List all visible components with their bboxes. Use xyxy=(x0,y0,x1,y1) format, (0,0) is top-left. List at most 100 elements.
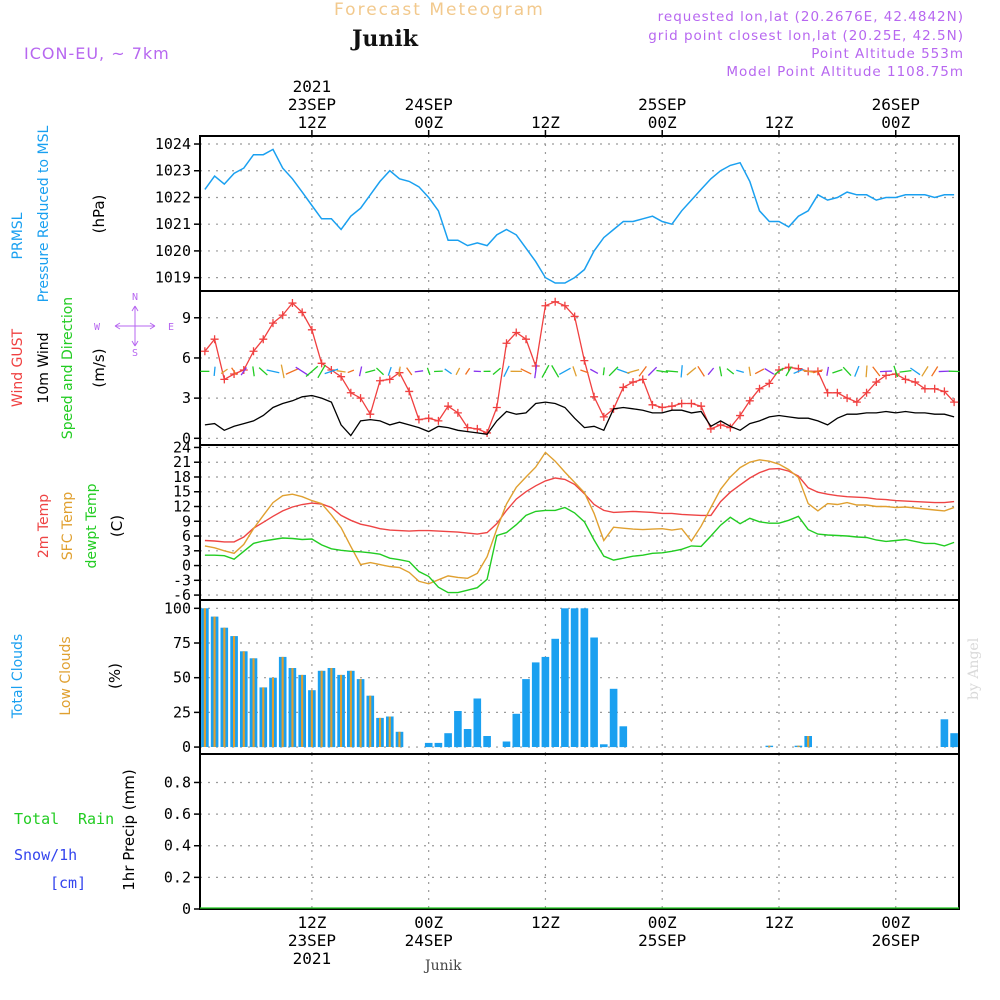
y-tick-label: 1023 xyxy=(155,162,191,180)
gust-marker xyxy=(424,414,433,423)
low-cloud-bar xyxy=(242,651,245,747)
point-altitude: Point Altitude 553m xyxy=(811,46,964,62)
y-tick-label: 0 xyxy=(182,738,191,756)
wind-arrow xyxy=(899,369,912,373)
low-cloud-bar xyxy=(340,674,343,747)
gust-marker xyxy=(697,402,706,411)
low-clouds-label: Low Clouds xyxy=(58,636,74,715)
top-time-label: 00Z xyxy=(648,113,677,132)
wind-arrow xyxy=(426,367,431,376)
dewpoint-label: dewpt Temp xyxy=(84,483,100,568)
wind-arrow xyxy=(812,369,823,374)
compass-west: W xyxy=(94,322,101,333)
wind-label: 10m Wind xyxy=(36,332,52,403)
gust-marker xyxy=(346,388,355,397)
low-cloud-bar xyxy=(281,656,284,748)
wind-arrow xyxy=(872,366,881,377)
wind-arrow xyxy=(213,366,216,377)
wind-arrow xyxy=(865,365,868,378)
gust-marker xyxy=(862,388,871,397)
gust-marker xyxy=(745,396,754,405)
y-tick-label: 0.4 xyxy=(164,837,191,855)
total-cloud-bar xyxy=(570,608,579,747)
total-cloud-bar xyxy=(424,742,433,748)
total-cloud-bar xyxy=(454,711,462,748)
wind-arrow xyxy=(231,367,238,376)
y-tick-label: 1024 xyxy=(155,135,191,153)
total-cloud-bar xyxy=(940,719,949,747)
y-tick-label: 25 xyxy=(173,703,191,721)
total-cloud-bar xyxy=(434,742,443,748)
gust-marker xyxy=(463,423,472,432)
total-cloud-bar xyxy=(502,741,511,747)
gust-marker xyxy=(950,398,959,407)
prmsl-label: PRMSL xyxy=(10,212,26,259)
low-cloud-bar xyxy=(359,679,362,748)
wind-arrow xyxy=(220,368,228,375)
low-cloud-bar xyxy=(291,668,294,748)
top-time-label: 26SEP xyxy=(872,95,920,114)
low-cloud-bar xyxy=(262,687,265,748)
y-tick-label: 1020 xyxy=(155,242,191,260)
low-cloud-bar xyxy=(388,716,391,747)
y-tick-label: 15 xyxy=(173,483,191,501)
total-cloud-bar xyxy=(619,726,628,748)
wind-arrow xyxy=(774,367,784,376)
gust-marker xyxy=(356,394,365,403)
low-cloud-bar xyxy=(310,690,313,748)
gust-marker xyxy=(716,420,725,429)
total-cloud-bar xyxy=(541,656,550,748)
gust-marker xyxy=(677,399,686,408)
wind-arrow xyxy=(541,364,550,378)
wind-arrow xyxy=(665,370,679,373)
top-time-label: 25SEP xyxy=(638,95,686,114)
chart-subtitle: Forecast Meteogram xyxy=(334,0,545,20)
low-cloud-bar xyxy=(203,608,206,747)
wind-arrow xyxy=(266,369,280,374)
y-tick-label: 12 xyxy=(173,498,191,516)
y-tick-label: 18 xyxy=(173,468,191,486)
wind-arrow xyxy=(358,366,363,377)
y-tick-label: 21 xyxy=(173,453,191,471)
low-cloud-bar xyxy=(233,636,236,748)
wind-arrow xyxy=(748,366,752,377)
wind-arrow xyxy=(336,370,346,373)
wind-arrow xyxy=(444,368,452,375)
wind-arrow xyxy=(503,365,510,378)
gust-marker xyxy=(736,411,745,420)
model-label: ICON-EU, ~ 7km xyxy=(24,44,170,63)
total-cloud-bar xyxy=(609,688,618,748)
y-tick-label: 6 xyxy=(182,527,191,545)
grid-point-coordinates: grid point closest lon,lat (20.25E, 42.5… xyxy=(648,28,964,44)
snow-unit: [cm] xyxy=(50,874,86,892)
total-cloud-bar xyxy=(473,698,482,748)
top-time-label: 00Z xyxy=(881,113,910,132)
low-cloud-bar xyxy=(223,627,226,747)
gust-marker xyxy=(755,384,764,393)
total-label: Total xyxy=(14,810,59,828)
wind-speed-line xyxy=(204,394,955,437)
y-tick-label: 0.2 xyxy=(164,868,191,886)
y-tick-label: -6 xyxy=(173,586,191,604)
gust-marker xyxy=(307,325,316,334)
low-cloud-bar xyxy=(369,695,372,747)
gust-marker xyxy=(541,301,550,310)
clouds-unit: (%) xyxy=(106,663,124,689)
panel-frame xyxy=(199,753,960,910)
wind-arrow xyxy=(638,366,647,377)
wind-arrow xyxy=(580,369,589,374)
y-tick-label: 0.8 xyxy=(164,773,191,791)
wind-arrow xyxy=(534,364,538,379)
gust-marker xyxy=(843,394,852,403)
gust-marker xyxy=(298,308,307,317)
gust-marker xyxy=(901,375,910,384)
wind-arrow xyxy=(921,366,929,377)
wind-arrow xyxy=(589,368,599,375)
low-cloud-bar xyxy=(271,677,274,748)
bottom-time-label: 00Z xyxy=(648,913,677,932)
compass-north: N xyxy=(132,292,138,303)
wind-arrow xyxy=(879,370,893,373)
gust-marker xyxy=(210,335,219,344)
top-time-label: 00Z xyxy=(414,113,443,132)
temp-unit: (C) xyxy=(108,515,126,537)
